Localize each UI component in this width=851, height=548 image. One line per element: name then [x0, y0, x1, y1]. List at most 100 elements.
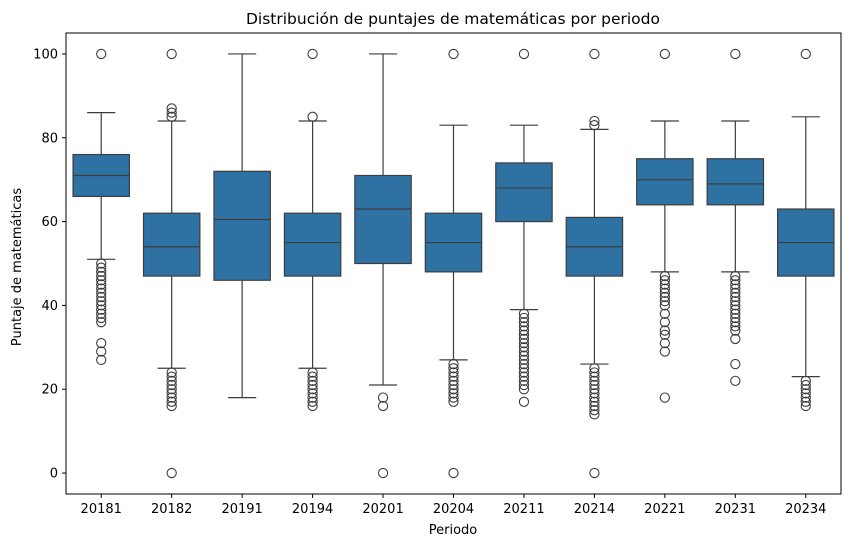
outlier-point [730, 325, 741, 336]
outlier-point [307, 48, 318, 60]
outlier-point [589, 388, 600, 399]
outlier-point [730, 358, 741, 370]
outlier-point [518, 354, 530, 366]
outlier-point [518, 317, 530, 328]
outlier-point [166, 392, 177, 403]
outlier-point [377, 467, 389, 479]
outlier-point [166, 400, 177, 412]
box-iqr [636, 158, 694, 206]
outlier-point [96, 304, 107, 315]
box-iqr [213, 170, 271, 281]
outlier-point [659, 283, 671, 294]
outlier-point [96, 300, 107, 311]
outlier-point [96, 354, 107, 366]
outlier-point [448, 379, 459, 391]
outlier-point [166, 367, 177, 378]
outlier-point [307, 384, 318, 395]
x-tick-label: 20221 [644, 502, 685, 517]
outlier-point [659, 337, 671, 349]
outlier-point [589, 400, 600, 412]
outlier-point [166, 379, 177, 391]
outlier-point [730, 304, 741, 315]
outlier-point [659, 296, 671, 307]
x-tick-label: 20182 [151, 502, 192, 517]
outlier-point [589, 405, 600, 416]
box-iqr [354, 174, 412, 265]
outlier-point [800, 396, 811, 407]
outlier-point [307, 367, 318, 378]
outlier-point [659, 308, 671, 319]
outlier-point [96, 283, 107, 294]
outlier-point [518, 375, 530, 386]
outlier-point [518, 308, 530, 319]
outlier-point [518, 312, 530, 324]
outlier-point [589, 384, 600, 395]
outlier-point [659, 329, 671, 340]
outlier-point [166, 103, 177, 114]
outlier-point [730, 275, 741, 286]
outlier-point [96, 296, 107, 307]
outlier-point [166, 375, 177, 386]
outlier-point [518, 325, 530, 336]
outlier-point [589, 371, 600, 382]
x-tick-label: 20181 [81, 502, 122, 517]
outlier-point [730, 287, 741, 298]
outlier-point [166, 388, 177, 399]
y-tick-label: 60 [41, 215, 58, 230]
outlier-point [659, 279, 671, 290]
y-tick-label: 20 [41, 383, 58, 398]
outlier-point [589, 396, 600, 407]
outlier-point [518, 346, 530, 357]
outlier-point [166, 107, 177, 118]
outlier-point [518, 384, 530, 395]
outlier-point [589, 48, 600, 60]
outlier-point [730, 279, 741, 290]
y-tick-label: 80 [41, 131, 58, 146]
outlier-point [800, 379, 811, 391]
outlier-point [377, 400, 389, 412]
outlier-point [377, 392, 389, 403]
outlier-point [448, 396, 459, 407]
outlier-point [96, 337, 107, 349]
outlier-point [589, 409, 600, 420]
plot-area: 0 20 40 60 80 100 20181 20182 20191 20194 20201 202… [33, 47, 835, 517]
outlier-point [96, 48, 107, 60]
box-iqr [142, 212, 201, 277]
x-tick-label: 20211 [503, 502, 544, 517]
outlier-point [730, 333, 741, 345]
outlier-point [166, 467, 177, 479]
outlier-point [96, 266, 107, 278]
outlier-point [448, 48, 459, 60]
outlier-point [96, 308, 107, 319]
outlier-point [589, 375, 600, 386]
box-iqr [706, 158, 765, 206]
y-tick-label: 0 [50, 467, 58, 482]
outlier-point [659, 270, 671, 282]
outlier-point [589, 392, 600, 403]
outlier-point [448, 384, 459, 395]
box-iqr [283, 212, 342, 277]
outlier-point [589, 379, 600, 391]
outlier-point [518, 379, 530, 391]
outlier-point [96, 312, 107, 324]
outlier-point [307, 379, 318, 391]
outlier-point [96, 258, 107, 269]
outlier-point [589, 363, 600, 374]
outlier-point [730, 317, 741, 328]
outlier-point [659, 317, 671, 328]
outlier-point [448, 371, 459, 382]
outlier-point [448, 363, 459, 374]
plot-frame [65, 32, 842, 495]
outlier-point [800, 400, 811, 412]
outlier-point [96, 346, 107, 357]
outlier-point [659, 346, 671, 357]
y-axis-label: Puntaje de matemáticas [10, 188, 25, 346]
outlier-point [166, 371, 177, 382]
outlier-point [659, 325, 671, 336]
outlier-point [730, 283, 741, 294]
outlier-point [448, 375, 459, 386]
box-iqr [495, 162, 553, 223]
outlier-point [659, 392, 671, 403]
outlier-point [448, 392, 459, 403]
